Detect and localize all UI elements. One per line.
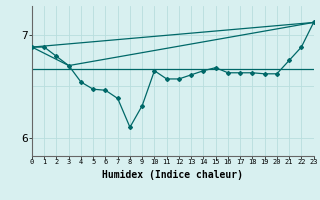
X-axis label: Humidex (Indice chaleur): Humidex (Indice chaleur) xyxy=(102,170,243,180)
